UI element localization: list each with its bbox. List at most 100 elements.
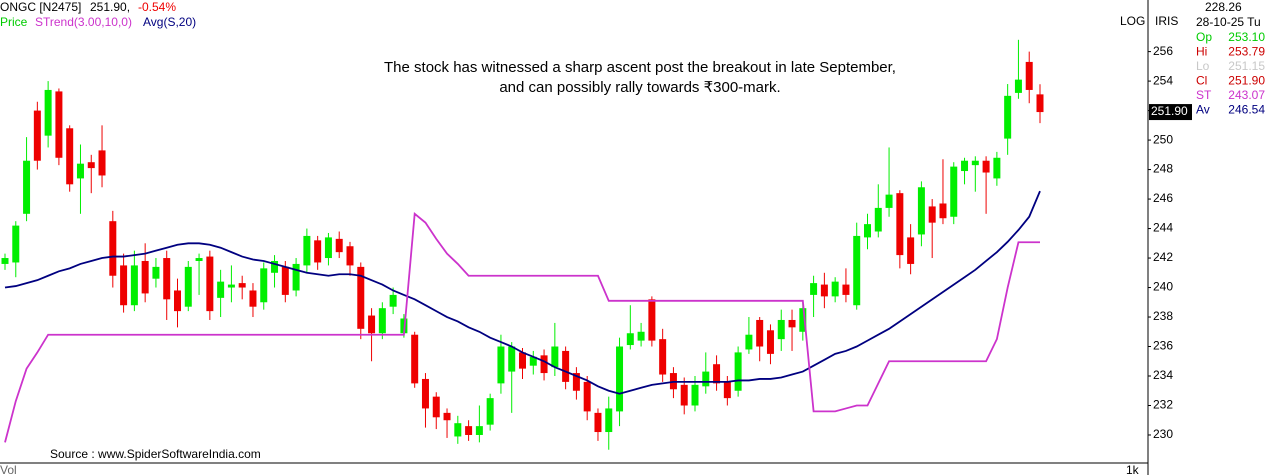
candle-body [659, 339, 667, 375]
info-value: 246.54 [1228, 103, 1265, 117]
y-tick-label: 240 [1153, 280, 1173, 294]
info-label: ST [1196, 88, 1212, 102]
candle-body [831, 281, 839, 297]
y-tick-label: 242 [1153, 250, 1173, 264]
candle-body [271, 260, 279, 273]
y-tick-label: 246 [1153, 191, 1173, 205]
candle-body [130, 265, 138, 306]
candle-body [551, 346, 559, 368]
candle-body [260, 268, 268, 303]
candle-body [443, 412, 451, 421]
candle-body [421, 378, 429, 409]
y-tick-label: 244 [1153, 221, 1173, 235]
candle-body [314, 240, 322, 263]
symbol: ONGC [N2475] [0, 0, 81, 14]
price-tag: 251.90 [1151, 104, 1188, 118]
candle-body [23, 160, 31, 214]
candle-body [950, 166, 958, 217]
candle-body [723, 381, 731, 399]
legend-avg: Avg(S,20) [143, 15, 196, 29]
cursor-value: 228.26 [1205, 0, 1242, 14]
legend-price: Price [0, 15, 28, 29]
candle-body [389, 294, 397, 307]
candle-body [163, 258, 171, 300]
candle-body [1004, 95, 1012, 139]
indicator-line [4, 212, 1040, 443]
candle-body [810, 283, 818, 295]
candle-body [982, 160, 990, 173]
candle-body [529, 356, 537, 366]
header-price: 251.90, [90, 0, 130, 14]
annotation: The stock has witnessed a sharp ascent p… [384, 59, 896, 76]
candle-body [66, 128, 74, 185]
candle-body [853, 235, 861, 306]
y-tick-label: 234 [1153, 368, 1173, 382]
candle-body [788, 319, 796, 328]
iris-label: IRIS [1155, 14, 1178, 28]
candle-body [594, 412, 602, 433]
candle-body [1, 258, 9, 264]
candle-body [928, 206, 936, 223]
y-tick-label: 236 [1153, 339, 1173, 353]
candle-body [1025, 61, 1033, 90]
candle-body [917, 187, 925, 235]
candle-body [993, 157, 1001, 179]
candle-body [583, 381, 591, 412]
candle-body [324, 237, 332, 259]
candle-body [756, 319, 764, 347]
y-tick-label: 256 [1153, 44, 1173, 58]
candle-body [238, 283, 246, 288]
price-tag-bg [1149, 104, 1192, 121]
candle-body [616, 346, 624, 412]
candle-body [465, 426, 473, 435]
candle-body [44, 89, 52, 136]
candle-body [120, 265, 128, 306]
candle-body [454, 423, 462, 437]
candle-body [486, 398, 494, 425]
y-tick-label: 248 [1153, 162, 1173, 176]
y-tick-label: 250 [1153, 132, 1173, 146]
info-value: 253.79 [1228, 45, 1265, 59]
candle-body [152, 266, 160, 279]
candle-body [637, 331, 645, 341]
candle-body [346, 246, 354, 266]
cursor-date: 28-10-25 Tu [1196, 15, 1261, 29]
candle-body [519, 352, 526, 369]
candle-body [195, 258, 203, 261]
candle-body [939, 203, 947, 219]
candle-body [820, 284, 828, 297]
info-value: 253.10 [1228, 30, 1265, 44]
candle-body [540, 355, 548, 374]
candle-body [691, 384, 699, 406]
candle-body [411, 334, 419, 384]
candle-body [1036, 94, 1044, 113]
candle-body [648, 299, 656, 341]
info-label: Hi [1196, 45, 1207, 59]
candle-body [907, 237, 915, 264]
candle-body [141, 260, 149, 294]
candle-body [292, 263, 300, 291]
candle-body [281, 266, 289, 295]
candle-body [174, 290, 181, 312]
y-tick-label: 238 [1153, 309, 1173, 323]
candle-body [432, 396, 440, 418]
candle-body [227, 284, 235, 288]
annotation: and can possibly rally towards ₹300-mark… [499, 79, 780, 96]
candle-body [12, 225, 20, 263]
candle-body [971, 160, 979, 166]
y-tick-label: 232 [1153, 398, 1173, 412]
candle-body [378, 308, 386, 334]
info-label: Cl [1196, 74, 1207, 88]
legend-strend: STrend(3.00,10,0) [35, 15, 132, 29]
info-label: Lo [1196, 59, 1210, 73]
header-change: -0.54% [138, 0, 176, 14]
candle-body [766, 330, 774, 354]
candle-body [33, 110, 41, 161]
candle-body [87, 162, 95, 169]
candle-body [874, 207, 882, 232]
candle-body [864, 224, 871, 238]
candle-body [896, 193, 904, 256]
candle-body [98, 150, 106, 176]
